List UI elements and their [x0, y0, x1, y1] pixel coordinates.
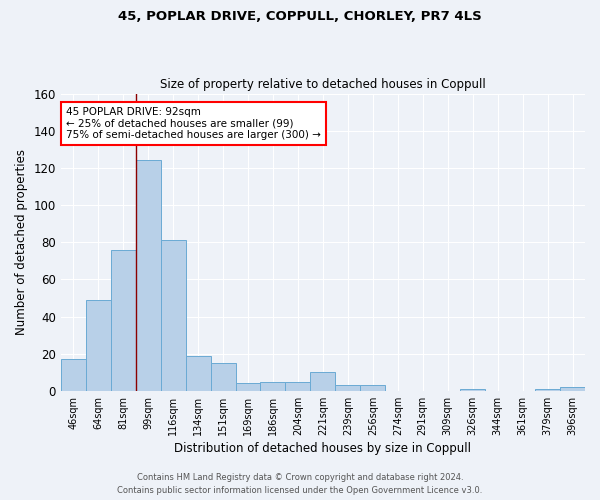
Title: Size of property relative to detached houses in Coppull: Size of property relative to detached ho… — [160, 78, 486, 91]
Bar — [260, 382, 286, 391]
Bar — [560, 387, 585, 391]
Bar — [211, 363, 236, 391]
Text: 45 POPLAR DRIVE: 92sqm
← 25% of detached houses are smaller (99)
75% of semi-det: 45 POPLAR DRIVE: 92sqm ← 25% of detached… — [66, 107, 321, 140]
Bar — [185, 356, 211, 391]
Text: Contains HM Land Registry data © Crown copyright and database right 2024.
Contai: Contains HM Land Registry data © Crown c… — [118, 474, 482, 495]
Bar — [535, 389, 560, 391]
Y-axis label: Number of detached properties: Number of detached properties — [15, 149, 28, 335]
Bar — [61, 359, 86, 391]
Bar — [236, 384, 260, 391]
Bar — [136, 160, 161, 391]
Text: 45, POPLAR DRIVE, COPPULL, CHORLEY, PR7 4LS: 45, POPLAR DRIVE, COPPULL, CHORLEY, PR7 … — [118, 10, 482, 23]
Bar — [460, 389, 485, 391]
Bar — [335, 385, 361, 391]
Bar — [361, 385, 385, 391]
Bar — [161, 240, 185, 391]
Bar — [111, 250, 136, 391]
Bar — [310, 372, 335, 391]
Bar — [286, 382, 310, 391]
X-axis label: Distribution of detached houses by size in Coppull: Distribution of detached houses by size … — [175, 442, 472, 455]
Bar — [86, 300, 111, 391]
